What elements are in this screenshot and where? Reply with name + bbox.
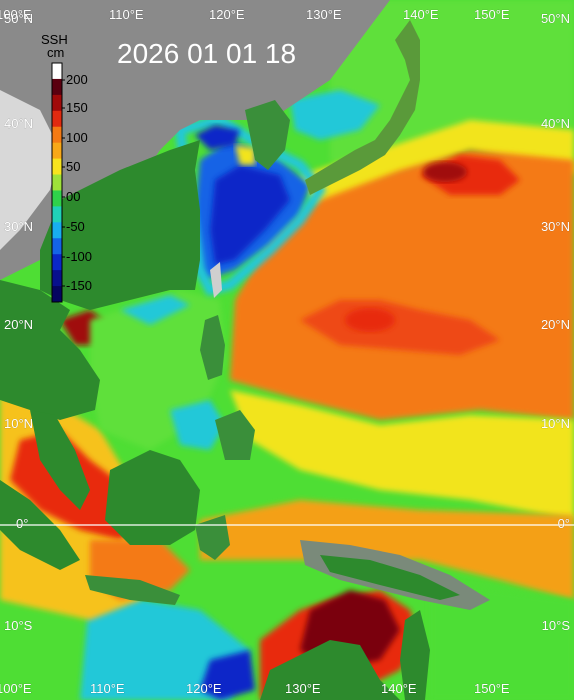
latitude-label: 30°N xyxy=(541,219,570,234)
colorbar: SSH cm 200 150 100 50 00 -50 -100 -150 xyxy=(41,32,92,303)
ssh-yellow-north xyxy=(300,120,574,215)
colorbar-swatches xyxy=(51,62,63,303)
colorbar-tick-label: 200 xyxy=(66,72,88,87)
land-indochina xyxy=(0,280,100,420)
land-korea xyxy=(245,100,290,170)
longitude-label: 110°E xyxy=(90,681,125,696)
longitude-label: 100°E xyxy=(0,681,32,696)
latitude-label: 40°N xyxy=(4,116,33,131)
latitude-label: 10°N xyxy=(4,416,33,431)
ssh-red-core-4 xyxy=(345,308,395,332)
colorbar-title-unit: cm xyxy=(47,45,64,60)
latitude-labels-right: 50°N 40°N 30°N 20°N 10°N 0° 10°S xyxy=(541,11,571,634)
colorbar-tick-label: -100 xyxy=(66,249,92,264)
ssh-blue-timor xyxy=(200,650,255,700)
colorbar-swatch xyxy=(52,63,62,80)
land-mainland-gray xyxy=(0,0,390,280)
ssh-cyan-japan-sea xyxy=(290,90,380,140)
longitude-label: 140°E xyxy=(381,681,417,696)
land-mainland-white xyxy=(0,90,60,250)
longitude-label: 100°E xyxy=(0,7,32,22)
colorbar-tick-label: 50 xyxy=(66,159,80,174)
land xyxy=(0,0,490,700)
longitude-label: 120°E xyxy=(209,7,245,22)
colorbar-title-ssh: SSH xyxy=(41,32,68,47)
ssh-green-south xyxy=(430,580,574,700)
latitude-label: 10°S xyxy=(542,618,571,633)
longitude-label: 120°E xyxy=(186,681,222,696)
longitude-label: 140°E xyxy=(403,7,439,22)
colorbar-swatch xyxy=(52,222,62,239)
ssh-yellow-bohai xyxy=(235,145,255,165)
ssh-yellow-equatorial xyxy=(230,390,574,520)
colorbar-swatch xyxy=(52,158,62,176)
land-china-green xyxy=(40,140,200,310)
longitude-labels-bottom: 100°E 110°E 120°E 130°E 140°E 150°E xyxy=(0,681,510,697)
longitude-label: 130°E xyxy=(285,681,321,696)
ssh-red-core-2 xyxy=(423,162,467,182)
land-japan xyxy=(305,20,420,195)
colorbar-swatch xyxy=(52,270,62,287)
latitude-label: 10°S xyxy=(4,618,33,633)
colorbar-frame xyxy=(51,62,63,303)
latitude-label: 50°N xyxy=(541,11,570,26)
longitude-labels-top: 100°E 110°E 120°E 130°E 140°E 150°E xyxy=(0,7,510,23)
latitude-label: 30°N xyxy=(4,219,33,234)
latitude-label: 10°N xyxy=(541,416,570,431)
colorbar-swatch xyxy=(52,94,62,112)
land-taiwan xyxy=(210,262,222,298)
latitude-label: 40°N xyxy=(541,116,570,131)
colorbar-ticks: 200 150 100 50 00 -50 -100 -150 xyxy=(62,72,92,293)
latitude-label: 0° xyxy=(16,516,28,531)
land-new-guinea-green xyxy=(320,555,460,600)
ssh-orange-gyre xyxy=(230,150,574,420)
ssh-cyan-sulu xyxy=(170,400,225,450)
longitude-label: 110°E xyxy=(109,7,144,22)
colorbar-tick-label: -150 xyxy=(66,278,92,293)
colorbar-swatch xyxy=(52,254,62,271)
colorbar-swatch xyxy=(52,110,62,128)
ssh-cyan-scs xyxy=(120,295,190,325)
land-java xyxy=(85,575,180,605)
colorbar-swatch xyxy=(52,190,62,207)
colorbar-swatch xyxy=(52,206,62,223)
ssh-cyan-ecs-rim xyxy=(174,114,327,296)
colorbar-swatch xyxy=(52,174,62,191)
colorbar-swatch xyxy=(52,126,62,144)
land-sulawesi xyxy=(195,515,230,560)
colorbar-tick-label: 00 xyxy=(66,189,80,204)
colorbar-tick-label: -50 xyxy=(66,219,85,234)
land-malay xyxy=(30,410,90,510)
latitude-labels-left: 50°N 40°N 30°N 20°N 10°N 0° 10°S xyxy=(4,11,34,634)
timestamp: 2026 01 01 18 xyxy=(117,38,296,69)
latitude-label: 0° xyxy=(558,516,570,531)
land-cape-york xyxy=(400,610,430,700)
colorbar-swatch xyxy=(52,238,62,255)
longitude-label: 130°E xyxy=(306,7,342,22)
latitude-label: 50°N xyxy=(4,11,33,26)
colorbar-tick-label: 150 xyxy=(66,100,88,115)
latitude-label: 20°N xyxy=(541,317,570,332)
colorbar-swatch xyxy=(52,286,62,303)
longitude-label: 150°E xyxy=(474,7,510,22)
ssh-blue-bohai xyxy=(195,125,240,150)
colorbar-tick-label: 100 xyxy=(66,130,88,145)
land-australia xyxy=(260,640,400,700)
ssh-darkblue-ecs xyxy=(210,165,290,265)
colorbar-swatch xyxy=(52,78,62,96)
colorbar-swatch xyxy=(52,142,62,160)
land-mindanao xyxy=(215,410,255,460)
latitude-label: 20°N xyxy=(4,317,33,332)
longitude-label: 150°E xyxy=(474,681,510,696)
land-luzon xyxy=(200,315,225,380)
land-borneo xyxy=(105,450,200,545)
